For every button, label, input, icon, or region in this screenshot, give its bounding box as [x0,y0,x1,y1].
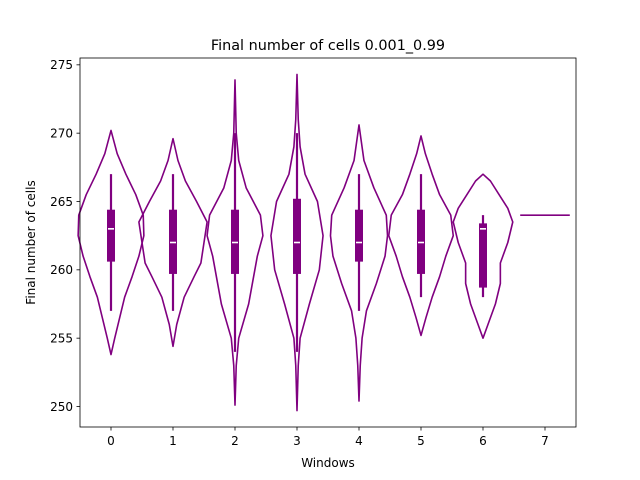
violin-outline-3 [270,73,324,412]
x-tick-label-1: 1 [169,434,177,448]
y-tick-label-0: 250 [50,400,73,414]
iqr-box-0 [107,209,115,262]
axes: 0 1 2 3 4 5 6 7 250 255 260 265 270 275 [50,57,577,448]
x-tick-label-7: 7 [541,434,549,448]
plot-area [80,58,576,427]
iqr-box-6 [479,223,487,288]
violin-outline-6 [452,173,514,339]
iqr-box-3 [293,198,301,274]
plot-frame [79,57,577,428]
x-axis-title: Windows [301,456,355,470]
violin-outline-1 [138,137,208,348]
y-tick-label-1: 255 [50,331,73,345]
violin-group [77,73,570,412]
x-tick-label-0: 0 [107,434,115,448]
y-tick-label-2: 260 [50,263,73,277]
violin-outline-5 [387,135,455,337]
chart-title: Final number of cells 0.001_0.99 [211,38,445,54]
x-tick-label-5: 5 [417,434,425,448]
iqr-box-4 [355,209,363,262]
y-tick-label-4: 270 [50,126,73,140]
x-tick-label-3: 3 [293,434,301,448]
x-tick-label-6: 6 [479,434,487,448]
violin-outline-2 [206,79,264,406]
y-tick-label-5: 275 [50,58,73,72]
x-tick-label-4: 4 [355,434,363,448]
y-axis-title: Final number of cells [24,180,38,304]
violin-outline-0 [77,129,145,356]
x-tick-label-2: 2 [231,434,239,448]
y-tick-label-3: 265 [50,195,73,209]
violin-outline-4 [329,124,389,402]
